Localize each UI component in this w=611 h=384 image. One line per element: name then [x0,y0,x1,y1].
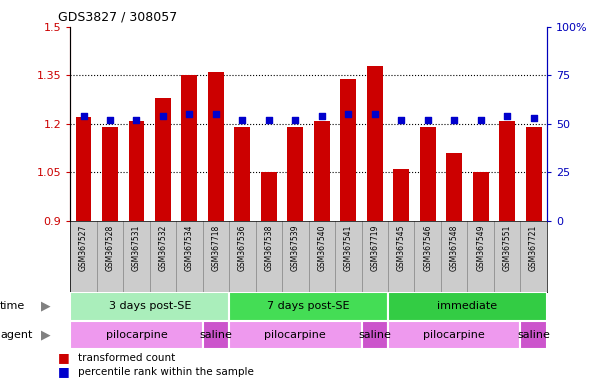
Text: GSM367551: GSM367551 [503,224,511,271]
Text: GSM367531: GSM367531 [132,224,141,271]
Text: pilocarpine: pilocarpine [106,330,167,340]
Bar [388,292,547,321]
Text: agent: agent [0,330,32,340]
Text: immediate: immediate [437,301,497,311]
Text: GSM367549: GSM367549 [476,224,485,271]
Text: pilocarpine: pilocarpine [423,330,485,340]
Text: GSM367534: GSM367534 [185,224,194,271]
Point [317,113,327,119]
Text: ■: ■ [58,351,70,364]
Text: pilocarpine: pilocarpine [265,330,326,340]
Text: GSM367541: GSM367541 [344,224,353,271]
Bar [76,118,92,221]
Bar [393,169,409,221]
Bar [208,72,224,221]
Text: GSM367718: GSM367718 [211,224,221,271]
Bar [287,127,303,221]
Text: ▶: ▶ [41,329,51,341]
Bar [521,321,547,349]
Bar [314,121,330,221]
Point [397,117,406,123]
Point [476,117,486,123]
Bar [203,321,229,349]
Point [343,111,353,117]
Point [290,117,300,123]
Text: GSM367546: GSM367546 [423,224,432,271]
Bar [446,153,462,221]
Point [158,113,168,119]
Point [131,117,141,123]
Point [105,117,115,123]
Point [529,115,538,121]
Bar [229,292,388,321]
Text: saline: saline [517,330,550,340]
Text: GSM367545: GSM367545 [397,224,406,271]
Text: GSM367539: GSM367539 [291,224,300,271]
Point [185,111,194,117]
Text: ■: ■ [58,365,70,378]
Bar [235,127,251,221]
Point [449,117,459,123]
Bar [499,121,515,221]
Point [423,117,433,123]
Bar [155,98,171,221]
Text: GSM367719: GSM367719 [370,224,379,271]
Text: GSM367540: GSM367540 [317,224,326,271]
Text: percentile rank within the sample: percentile rank within the sample [78,367,254,377]
Bar [261,172,277,221]
Bar [70,321,203,349]
Bar [473,172,489,221]
Bar [388,321,521,349]
Bar [420,127,436,221]
Text: GSM367536: GSM367536 [238,224,247,271]
Text: GSM367532: GSM367532 [158,224,167,271]
Bar [340,79,356,221]
Text: saline: saline [199,330,232,340]
Point [370,111,379,117]
Text: GSM367721: GSM367721 [529,224,538,271]
Text: ▶: ▶ [41,300,51,313]
Text: GSM367538: GSM367538 [265,224,273,271]
Text: GSM367527: GSM367527 [79,224,88,271]
Bar [229,321,362,349]
Bar [70,292,229,321]
Point [238,117,247,123]
Text: time: time [0,301,25,311]
Bar [362,321,388,349]
Text: GSM367548: GSM367548 [450,224,459,271]
Text: 7 days post-SE: 7 days post-SE [267,301,350,311]
Text: GDS3827 / 308057: GDS3827 / 308057 [58,10,177,23]
Text: transformed count: transformed count [78,353,175,363]
Text: saline: saline [358,330,391,340]
Bar [102,127,118,221]
Bar [128,121,144,221]
Point [264,117,274,123]
Point [502,113,512,119]
Text: GSM367528: GSM367528 [106,224,114,271]
Bar [367,66,382,221]
Bar [181,75,197,221]
Point [211,111,221,117]
Text: 3 days post-SE: 3 days post-SE [109,301,191,311]
Point [79,113,89,119]
Bar [525,127,541,221]
